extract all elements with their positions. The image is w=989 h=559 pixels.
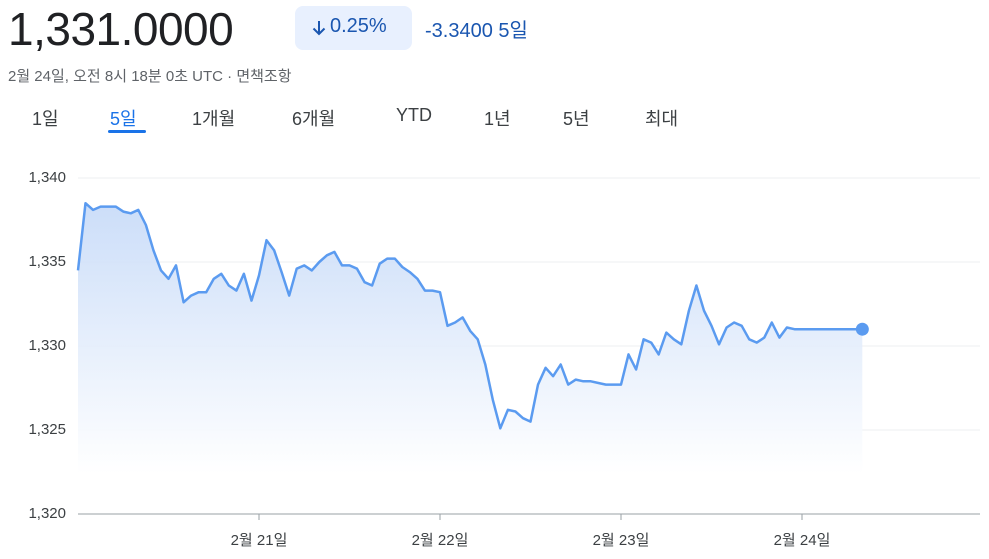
x-tick-label: 2월 24일 [774, 532, 831, 549]
change-value: -3.3400 [425, 20, 493, 42]
last-point [855, 322, 869, 336]
range-tab[interactable]: 5일 [110, 109, 137, 129]
selected-tab-indicator [108, 130, 146, 133]
x-tick-label: 2월 21일 [231, 532, 288, 549]
range-tab[interactable]: 1일 [32, 109, 59, 129]
change-period: 5일 [498, 20, 528, 42]
x-tick-label: 2월 22일 [412, 532, 469, 549]
down-arrow-icon [312, 21, 326, 36]
range-tab[interactable]: 1개월 [192, 109, 236, 129]
range-tab[interactable]: YTD [396, 105, 432, 125]
change-badge [295, 6, 412, 50]
range-tab[interactable]: 6개월 [292, 109, 336, 129]
price: 1,331.0000 [8, 3, 234, 55]
x-tick-label: 2월 23일 [593, 532, 650, 549]
change-percent: 0.25% [330, 15, 387, 37]
y-tick-label: 1,335 [28, 253, 66, 270]
y-tick-label: 1,320 [28, 505, 66, 522]
y-tick-label: 1,325 [28, 421, 66, 438]
change-absolute: -3.3400 5일 [425, 14, 528, 43]
range-tab[interactable]: 최대 [645, 109, 679, 129]
y-tick-label: 1,330 [28, 337, 66, 354]
range-tab[interactable]: 1년 [484, 109, 511, 129]
price-line [76, 201, 863, 430]
area-fill [78, 203, 863, 474]
range-tab[interactable]: 5년 [563, 109, 590, 129]
timestamp: 2월 24일, 오전 8시 18분 0초 UTC · 면책조항 [8, 68, 292, 85]
y-tick-label: 1,340 [28, 169, 66, 186]
